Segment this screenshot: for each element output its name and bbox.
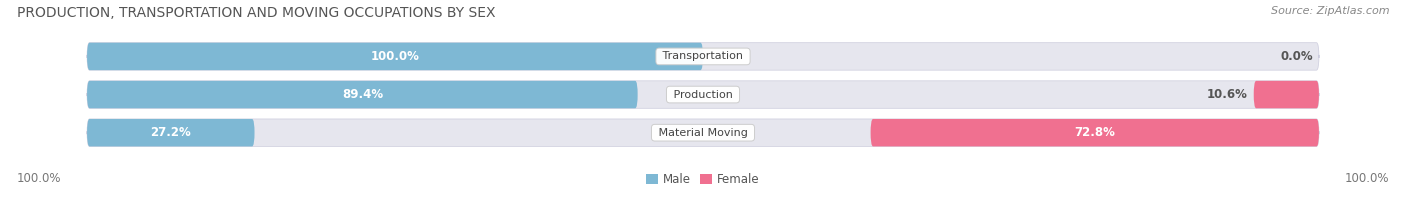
Text: Transportation: Transportation	[659, 51, 747, 61]
FancyBboxPatch shape	[1254, 81, 1319, 108]
FancyBboxPatch shape	[870, 119, 1319, 146]
FancyBboxPatch shape	[87, 81, 1319, 108]
Text: Source: ZipAtlas.com: Source: ZipAtlas.com	[1271, 6, 1389, 16]
FancyBboxPatch shape	[87, 43, 1319, 70]
Text: 100.0%: 100.0%	[17, 172, 62, 185]
FancyBboxPatch shape	[87, 119, 1319, 146]
Text: PRODUCTION, TRANSPORTATION AND MOVING OCCUPATIONS BY SEX: PRODUCTION, TRANSPORTATION AND MOVING OC…	[17, 6, 495, 20]
Text: 89.4%: 89.4%	[342, 88, 382, 101]
Text: 72.8%: 72.8%	[1074, 126, 1115, 139]
Text: 100.0%: 100.0%	[371, 50, 419, 63]
Text: Material Moving: Material Moving	[655, 128, 751, 138]
FancyBboxPatch shape	[87, 81, 638, 108]
Text: 0.0%: 0.0%	[1281, 50, 1313, 63]
FancyBboxPatch shape	[87, 119, 254, 146]
FancyBboxPatch shape	[87, 43, 703, 70]
Text: 27.2%: 27.2%	[150, 126, 191, 139]
Text: 10.6%: 10.6%	[1206, 88, 1247, 101]
Text: Production: Production	[669, 90, 737, 99]
Legend: Male, Female: Male, Female	[641, 169, 765, 191]
Text: 100.0%: 100.0%	[1344, 172, 1389, 185]
